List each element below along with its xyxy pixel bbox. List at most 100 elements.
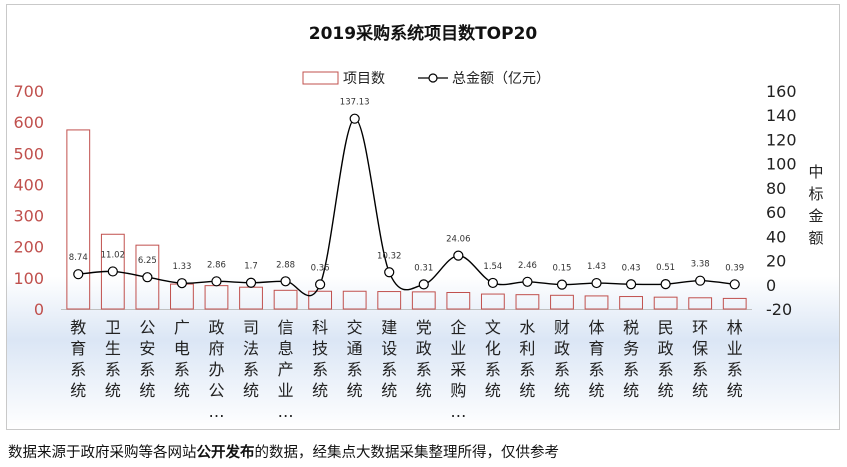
x-tick-label-char: 系 xyxy=(105,360,121,379)
x-tick-label-char: 统 xyxy=(381,381,397,400)
x-tick-label-char: 办 xyxy=(208,360,224,379)
x-tick-label-char: 广 xyxy=(174,318,190,337)
data-label: 1.33 xyxy=(172,262,191,272)
x-tick-label-char: 系 xyxy=(347,360,363,379)
x-tick-label-char: 安 xyxy=(139,339,155,358)
x-tick-label-char: 利 xyxy=(519,339,535,358)
x-tick-label-char: 系 xyxy=(174,360,190,379)
caption-text-end: 的数据，经集点大数据采集整理所得，仅供参考 xyxy=(254,445,560,461)
x-tick-label-char: 统 xyxy=(727,381,743,400)
x-tick-label-char: 建 xyxy=(381,318,397,337)
x-tick-label-char: 统 xyxy=(692,381,708,400)
caption-text-start: 数据来源于政府采购等各网站 xyxy=(8,445,197,461)
line-point xyxy=(625,279,637,290)
line-point xyxy=(384,267,395,278)
line-point xyxy=(315,279,326,290)
y-right-tick-label: 20 xyxy=(766,252,786,271)
x-tick-label-char: 务 xyxy=(623,339,639,358)
x-tick-label-char: 生 xyxy=(105,339,121,358)
line-point xyxy=(280,276,291,287)
y-left-tick-label: 500 xyxy=(13,144,44,163)
x-tick-label-char: 通 xyxy=(347,339,363,358)
y-right-tick-label: 160 xyxy=(766,82,797,101)
bar xyxy=(480,293,505,310)
x-tick-label-char: 环 xyxy=(692,318,708,337)
x-tick-label-char: 民 xyxy=(658,318,674,337)
y-right-tick-label: 40 xyxy=(766,227,786,246)
line-point xyxy=(556,279,568,290)
x-tick-label-char: 系 xyxy=(519,360,535,379)
line-point xyxy=(453,250,464,261)
data-label: 10.32 xyxy=(377,251,401,261)
x-tick-label-char: 电 xyxy=(174,339,190,358)
line-point xyxy=(142,272,153,283)
y-right-axis-label-char: 标 xyxy=(808,185,823,203)
x-tick-label-char: 系 xyxy=(554,360,570,379)
bar xyxy=(239,286,263,310)
y-right-tick-label: 100 xyxy=(766,155,797,174)
x-tick-label-char: 系 xyxy=(623,360,639,379)
x-tick-label-char: 公 xyxy=(139,318,155,337)
y-left-tick-label: 400 xyxy=(13,175,44,194)
x-tick-label-char: 财 xyxy=(554,318,570,337)
x-tick-label-char: 系 xyxy=(589,360,605,379)
data-label: 2.46 xyxy=(518,261,537,271)
x-tick-label-char: 企 xyxy=(450,318,466,337)
chart-frame xyxy=(6,4,840,430)
x-tick-label-char: 党 xyxy=(416,318,432,337)
bar xyxy=(308,290,333,310)
bar xyxy=(584,295,609,310)
y-right-tick-label: 140 xyxy=(766,106,797,125)
x-tick-label-char: 统 xyxy=(347,381,363,400)
data-label: 11.02 xyxy=(101,250,125,260)
x-tick-label-char: 统 xyxy=(589,381,605,400)
x-tick-label-char: 系 xyxy=(139,360,155,379)
legend-bar-swatch xyxy=(302,71,339,85)
line-point xyxy=(660,279,671,290)
data-label: 2.86 xyxy=(207,260,226,270)
line-point xyxy=(349,113,360,124)
line-point xyxy=(695,275,706,286)
bar xyxy=(550,294,574,310)
x-tick-label-char: 体 xyxy=(589,318,605,337)
x-tick-label-char: 水 xyxy=(519,318,535,337)
x-tick-label-char: 系 xyxy=(312,360,328,379)
bar xyxy=(135,244,160,310)
x-tick-label-char: 统 xyxy=(105,381,121,400)
data-label: 1.54 xyxy=(483,262,502,272)
x-tick-label-char: 保 xyxy=(692,339,708,358)
x-tick-label-char: 府 xyxy=(208,339,224,358)
y-left-tick-label: 700 xyxy=(13,82,44,101)
data-label: 3.38 xyxy=(691,260,710,270)
bar xyxy=(273,289,298,310)
bar xyxy=(377,291,402,310)
data-label: 0.15 xyxy=(553,264,572,274)
x-tick-label-char: 业 xyxy=(450,339,466,358)
x-tick-label-char: 系 xyxy=(658,360,674,379)
legend-bar-label: 项目数 xyxy=(343,71,385,87)
y-right-axis-label-char: 金 xyxy=(808,207,823,225)
bar xyxy=(515,294,540,310)
data-label: 0.39 xyxy=(725,263,744,273)
x-tick-label-char: 系 xyxy=(243,360,259,379)
x-tick-label-char: 统 xyxy=(70,381,86,400)
bar xyxy=(688,297,713,310)
x-tick-label-char: 系 xyxy=(692,360,708,379)
line-point xyxy=(107,266,118,277)
data-label: 8.74 xyxy=(69,253,88,263)
bar xyxy=(411,291,436,310)
data-label: 137.13 xyxy=(340,98,370,108)
x-tick-label-char: 统 xyxy=(623,381,639,400)
x-tick-label-char: 系 xyxy=(485,360,501,379)
x-tick-label-char: 系 xyxy=(70,360,86,379)
x-tick-label-char: 交 xyxy=(347,318,363,337)
x-tick-label-char: 业 xyxy=(278,381,294,400)
x-tick-label-char: 业 xyxy=(727,339,743,358)
line-point xyxy=(418,279,429,290)
x-tick-label-char: 系 xyxy=(416,360,432,379)
bar xyxy=(342,290,367,310)
x-tick-label-char: 化 xyxy=(485,339,501,358)
data-label: 0.51 xyxy=(656,263,675,273)
x-tick-label-char: 产 xyxy=(278,360,294,379)
x-tick-label-char: 统 xyxy=(519,381,535,400)
